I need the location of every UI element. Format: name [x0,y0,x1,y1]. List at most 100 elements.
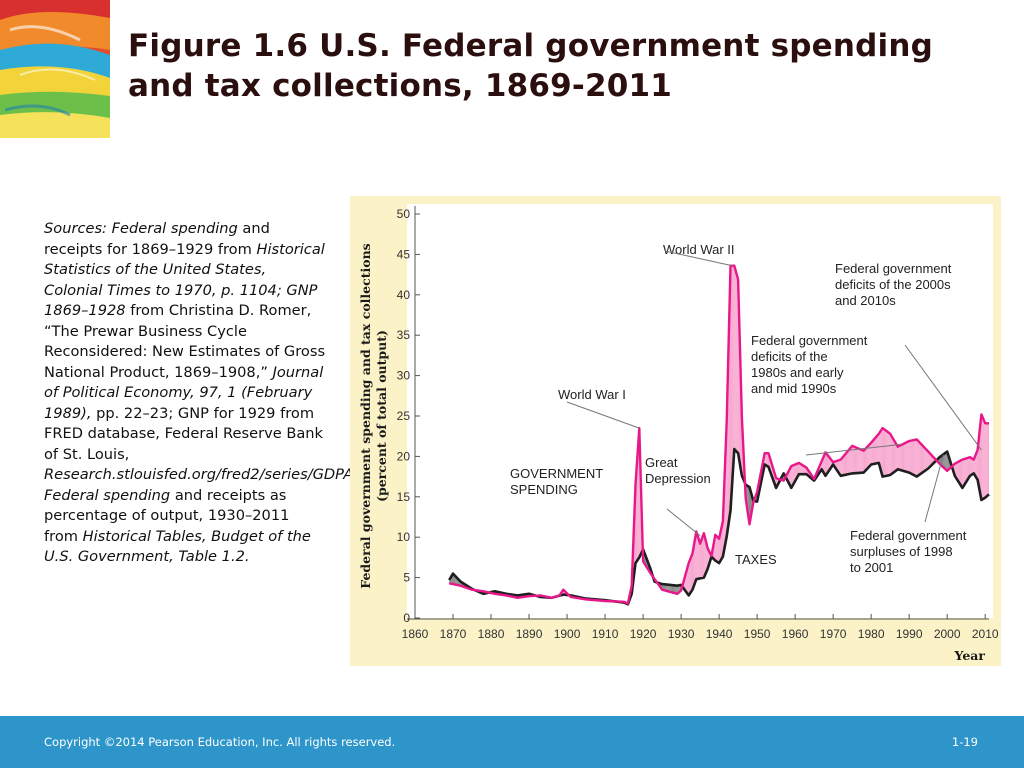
annotation-surpluses-pointer [924,454,944,523]
deficit-area [981,414,983,501]
x-tick-label: 1970 [820,627,847,641]
deficit-area [866,446,868,470]
deficit-area [902,443,904,471]
deficit-area [803,465,805,475]
deficit-area [922,445,924,473]
deficit-area [889,433,891,476]
annotation-taxes: TAXES [735,552,777,567]
deficit-area [916,439,918,477]
deficit-area [964,458,966,485]
spending-tax-chart: 0 5 10 15 20 25 30 35 40 45 50 1860 1870 1880 1890 1900… [358,204,999,663]
annotation-deficits-1980s-line: and mid 1990s [751,381,837,396]
annotation-deficits-1980s: Federal government deficits of the 1980s a… [751,333,868,396]
annotation-deficits-2000s-line: and 2010s [835,293,896,308]
surplus-area [944,452,946,470]
deficit-area [792,465,794,487]
deficit-area [838,459,840,475]
deficit-area [863,449,865,473]
surplus-area [668,584,670,592]
deficit-area [875,435,877,464]
deficit-area [858,448,860,473]
annotation-deficits-2000s-line: deficits of the 2000s [835,277,951,292]
annotation-deficits-2000s-pointer [904,344,982,451]
deficit-area [793,464,795,485]
deficit-area [898,445,900,470]
deficit-area [905,442,907,472]
deficit-area [800,464,802,475]
deficit-area [765,453,767,466]
deficit-area [842,456,844,476]
deficit-area [915,439,917,477]
deficit-area [906,441,908,473]
deficit-area [928,451,930,469]
deficit-area [700,541,702,579]
x-tick-label: 1920 [630,627,657,641]
chart-panel: 0 5 10 15 20 25 30 35 40 45 50 1860 1870 1880 1890 1900… [350,196,1001,666]
deficit-area [971,458,973,475]
x-tick-label: 1870 [440,627,467,641]
deficit-area [839,459,841,476]
deficit-area [921,444,923,474]
deficit-area [860,449,862,473]
deficit-area [893,438,894,473]
annotation-world-war-2: World War II [663,242,735,257]
deficit-area [955,462,957,479]
deficit-area [799,463,801,475]
deficit-area [789,467,791,487]
deficit-area [690,555,692,593]
deficit-area [924,447,926,472]
sources-run: and receipts as percentage of output, 19… [44,486,290,545]
deficit-area [717,536,719,563]
surplus-area [946,451,948,471]
annotation-taxes-line: TAXES [735,552,777,567]
x-tick-label: 1940 [706,627,733,641]
deficit-area [887,431,889,476]
deficit-area [890,433,892,475]
deficit-area [693,542,695,588]
surplus-area [671,585,673,593]
deficit-area [973,457,975,475]
deficit-area [987,423,989,496]
deficit-area [794,464,796,483]
deficit-area [904,442,906,472]
deficit-area [888,432,890,476]
deficit-area [896,445,898,471]
deficit-area [958,461,960,484]
annotation-surpluses-line: Federal government [850,528,967,543]
deficit-area [844,453,846,475]
annotation-world-war-1-pointer [566,401,640,429]
deficit-area [983,418,985,499]
deficit-area [912,440,913,475]
y-tick-label: 5 [403,571,410,585]
deficit-area [872,440,874,465]
deficit-area [899,445,901,471]
surplus-area [669,584,671,592]
deficit-area [961,459,963,488]
deficit-area [923,446,925,472]
deficit-area [797,462,799,476]
deficit-area [908,441,910,473]
deficit-area [766,453,768,467]
deficit-area [691,553,693,592]
deficit-area [702,535,703,579]
deficit-area [873,439,875,465]
deficit-area [900,444,902,471]
x-tick-label: 1860 [402,627,429,641]
deficit-area [925,448,927,471]
annotation-surpluses-line: to 2001 [850,560,893,575]
deficit-area [903,443,905,472]
y-tick-label: 50 [397,207,411,221]
deficit-area [718,537,720,564]
deficit-area [848,449,850,475]
y-tick-label: 45 [397,247,411,261]
annotation-deficits-1980s-line: Federal government [751,333,868,348]
deficit-area [969,457,971,476]
surplus-area [666,584,668,592]
deficit-area [909,440,911,474]
deficit-area [845,452,847,475]
deficit-area [857,448,859,473]
deficit-area [881,428,883,477]
deficit-area [733,265,735,465]
deficit-area [970,457,972,476]
deficit-area [804,466,806,475]
